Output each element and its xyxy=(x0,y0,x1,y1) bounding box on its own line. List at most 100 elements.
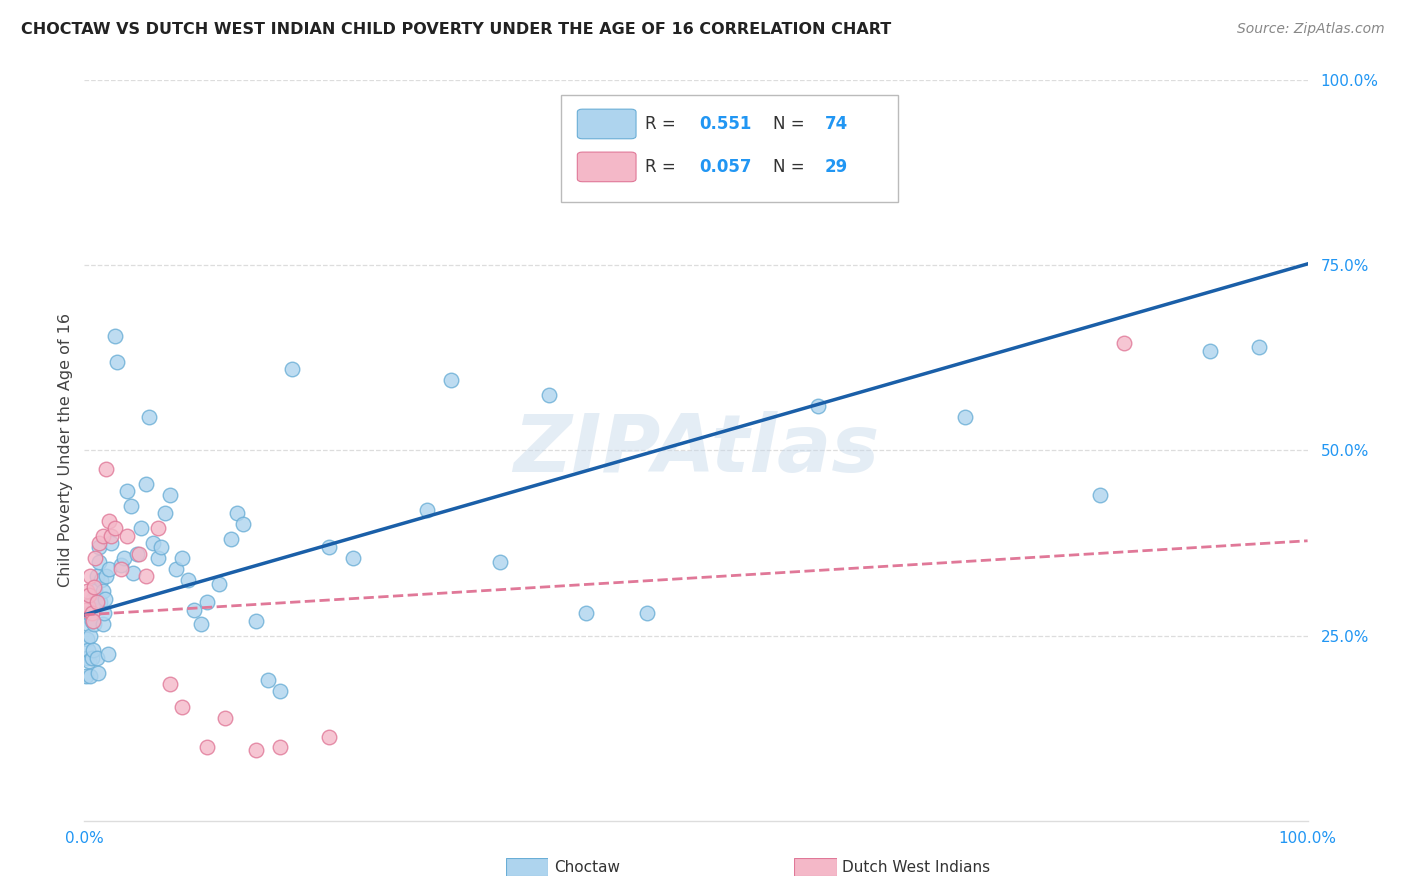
Point xyxy=(138,410,160,425)
Point xyxy=(75,669,97,683)
Point xyxy=(75,602,97,616)
Point xyxy=(636,607,658,621)
FancyBboxPatch shape xyxy=(578,153,636,182)
Text: Source: ZipAtlas.com: Source: ZipAtlas.com xyxy=(1237,22,1385,37)
Point xyxy=(112,550,135,565)
Point xyxy=(115,484,138,499)
Point xyxy=(77,655,100,669)
Point xyxy=(82,643,104,657)
Point xyxy=(232,517,254,532)
Point xyxy=(195,739,218,754)
Point xyxy=(79,569,101,583)
Point xyxy=(125,547,148,561)
Point xyxy=(80,650,103,665)
Point xyxy=(93,607,115,621)
Point xyxy=(135,569,157,583)
Point xyxy=(86,595,108,609)
Point xyxy=(84,550,107,565)
Point xyxy=(129,521,152,535)
Point xyxy=(110,562,132,576)
Point xyxy=(83,602,105,616)
Point xyxy=(79,628,101,642)
Point xyxy=(97,647,120,661)
FancyBboxPatch shape xyxy=(578,109,636,139)
Point xyxy=(1114,336,1136,351)
Text: 0.551: 0.551 xyxy=(700,115,752,133)
Point xyxy=(135,476,157,491)
Point xyxy=(257,673,280,687)
Point xyxy=(86,650,108,665)
Text: R =: R = xyxy=(644,115,681,133)
Point xyxy=(538,388,561,402)
Point xyxy=(94,591,117,606)
Point xyxy=(219,533,242,547)
Point xyxy=(165,562,187,576)
Point xyxy=(281,362,304,376)
Point xyxy=(77,643,100,657)
Y-axis label: Child Poverty Under the Age of 16: Child Poverty Under the Age of 16 xyxy=(58,313,73,588)
Point xyxy=(269,684,291,698)
Point xyxy=(1247,340,1270,354)
Text: R =: R = xyxy=(644,158,681,176)
Text: Choctaw: Choctaw xyxy=(554,860,620,874)
Point xyxy=(1088,488,1111,502)
Point xyxy=(100,536,122,550)
Point xyxy=(90,573,112,587)
Text: N =: N = xyxy=(773,158,804,176)
Point xyxy=(82,591,104,606)
Point xyxy=(159,676,181,690)
Point xyxy=(87,536,110,550)
FancyBboxPatch shape xyxy=(561,95,898,202)
Point xyxy=(110,558,132,573)
Point xyxy=(190,617,212,632)
Point xyxy=(342,550,364,565)
Point xyxy=(146,521,169,535)
Text: 74: 74 xyxy=(824,115,848,133)
Text: Dutch West Indians: Dutch West Indians xyxy=(842,860,990,874)
Text: 0.057: 0.057 xyxy=(700,158,752,176)
Text: N =: N = xyxy=(773,115,804,133)
Point xyxy=(91,528,114,542)
Point xyxy=(416,502,439,516)
Point xyxy=(82,614,104,628)
Point xyxy=(104,328,127,343)
Point xyxy=(105,354,128,368)
Point xyxy=(440,373,463,387)
Point xyxy=(122,566,145,580)
Point xyxy=(97,562,120,576)
Point xyxy=(89,595,111,609)
Point xyxy=(208,576,231,591)
Point xyxy=(575,607,598,621)
Point xyxy=(128,547,150,561)
Point xyxy=(77,599,100,613)
Point xyxy=(76,650,98,665)
Point xyxy=(214,711,236,725)
Text: CHOCTAW VS DUTCH WEST INDIAN CHILD POVERTY UNDER THE AGE OF 16 CORRELATION CHART: CHOCTAW VS DUTCH WEST INDIAN CHILD POVER… xyxy=(21,22,891,37)
Point xyxy=(953,410,976,425)
Point xyxy=(269,739,291,754)
Point xyxy=(1198,343,1220,358)
Point xyxy=(318,540,340,554)
Point xyxy=(76,584,98,599)
Point xyxy=(172,550,194,565)
Point xyxy=(80,607,103,621)
Point xyxy=(83,581,105,595)
Point xyxy=(807,399,830,413)
Point xyxy=(83,617,105,632)
Point xyxy=(96,569,118,583)
Point xyxy=(87,665,110,680)
Point xyxy=(97,514,120,528)
Point xyxy=(77,607,100,621)
Text: ZIPAtlas: ZIPAtlas xyxy=(513,411,879,490)
Point xyxy=(120,499,142,513)
Point xyxy=(76,632,98,647)
Point xyxy=(245,614,267,628)
Point xyxy=(195,595,218,609)
Point xyxy=(489,554,512,569)
Point xyxy=(91,617,114,632)
Point xyxy=(84,584,107,599)
Point xyxy=(172,700,194,714)
Point xyxy=(104,521,127,535)
Point xyxy=(142,536,165,550)
Point xyxy=(80,614,103,628)
